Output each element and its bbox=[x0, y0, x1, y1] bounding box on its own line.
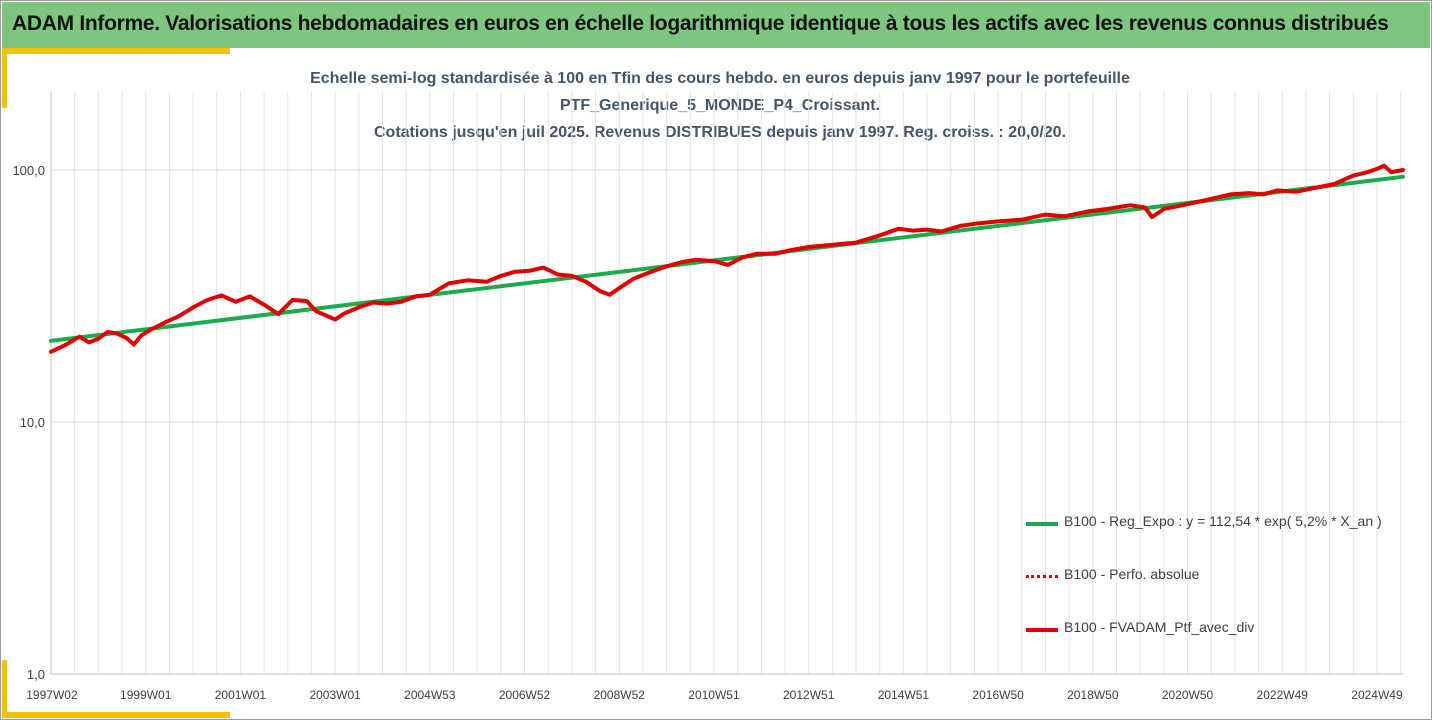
x-tick-label: 2020W50 bbox=[1162, 688, 1214, 702]
x-tick-label: 2012W51 bbox=[783, 688, 835, 702]
axes: 1,0 10,0 100,0 1997W02 1999W01 2001W01 2003W01… bbox=[12, 92, 1403, 702]
x-tick-label: 2008W52 bbox=[594, 688, 646, 702]
x-tick-label: 2010W51 bbox=[688, 688, 740, 702]
accent-bar-bottom bbox=[2, 712, 230, 718]
x-tick-label: 2018W50 bbox=[1067, 688, 1119, 702]
chart-title-line-2: PTF_Generique_5_MONDE_P4_Croissant. bbox=[559, 97, 881, 114]
portfolio-line bbox=[49, 163, 1405, 354]
y-tick-label: 1,0 bbox=[27, 667, 45, 682]
accent-bar-left bbox=[2, 48, 7, 108]
header-banner: ADAM Informe. Valorisations hebdomadaire… bbox=[2, 2, 1430, 48]
legend-label-portfolio: B100 - FVADAM_Ptf_avec_div bbox=[1064, 619, 1255, 635]
x-tick-label: 2001W01 bbox=[215, 688, 267, 702]
x-tick-label: 2022W49 bbox=[1257, 688, 1309, 702]
legend-swatch-perfo-absolue bbox=[1026, 575, 1058, 578]
x-tick-label: 1999W01 bbox=[120, 688, 172, 702]
y-tick-label: 100,0 bbox=[12, 163, 45, 178]
legend-swatch-portfolio bbox=[1026, 628, 1058, 632]
legend-label-regression: B100 - Reg_Expo : y = 112,54 * exp( 5,2%… bbox=[1064, 513, 1382, 529]
chart-title-line-1: Echelle semi-log standardisée à 100 en T… bbox=[310, 70, 1130, 87]
chart-title-line-3: Cotations jusqu'en juil 2025. Revenus DI… bbox=[373, 124, 1067, 141]
accent-bar-top bbox=[2, 48, 230, 54]
x-tick-label: 2014W51 bbox=[878, 688, 930, 702]
x-tick-label: 2016W50 bbox=[972, 688, 1024, 702]
x-tick-label: 2006W52 bbox=[499, 688, 551, 702]
x-tick-label: 2004W53 bbox=[404, 688, 456, 702]
x-tick-label: 2024W49 bbox=[1351, 688, 1403, 702]
y-tick-label: 10,0 bbox=[20, 415, 45, 430]
legend-label-perfo-absolue: B100 - Perfo. absolue bbox=[1064, 566, 1200, 582]
legend-swatch-regression bbox=[1026, 522, 1058, 526]
page-title: ADAM Informe. Valorisations hebdomadaire… bbox=[12, 12, 1389, 35]
x-tick-label: 1997W02 bbox=[26, 688, 78, 702]
accent-bar-bottom-left bbox=[2, 660, 7, 718]
x-tick-label: 2003W01 bbox=[309, 688, 361, 702]
series-lines bbox=[49, 163, 1405, 354]
gridlines bbox=[51, 92, 1403, 674]
